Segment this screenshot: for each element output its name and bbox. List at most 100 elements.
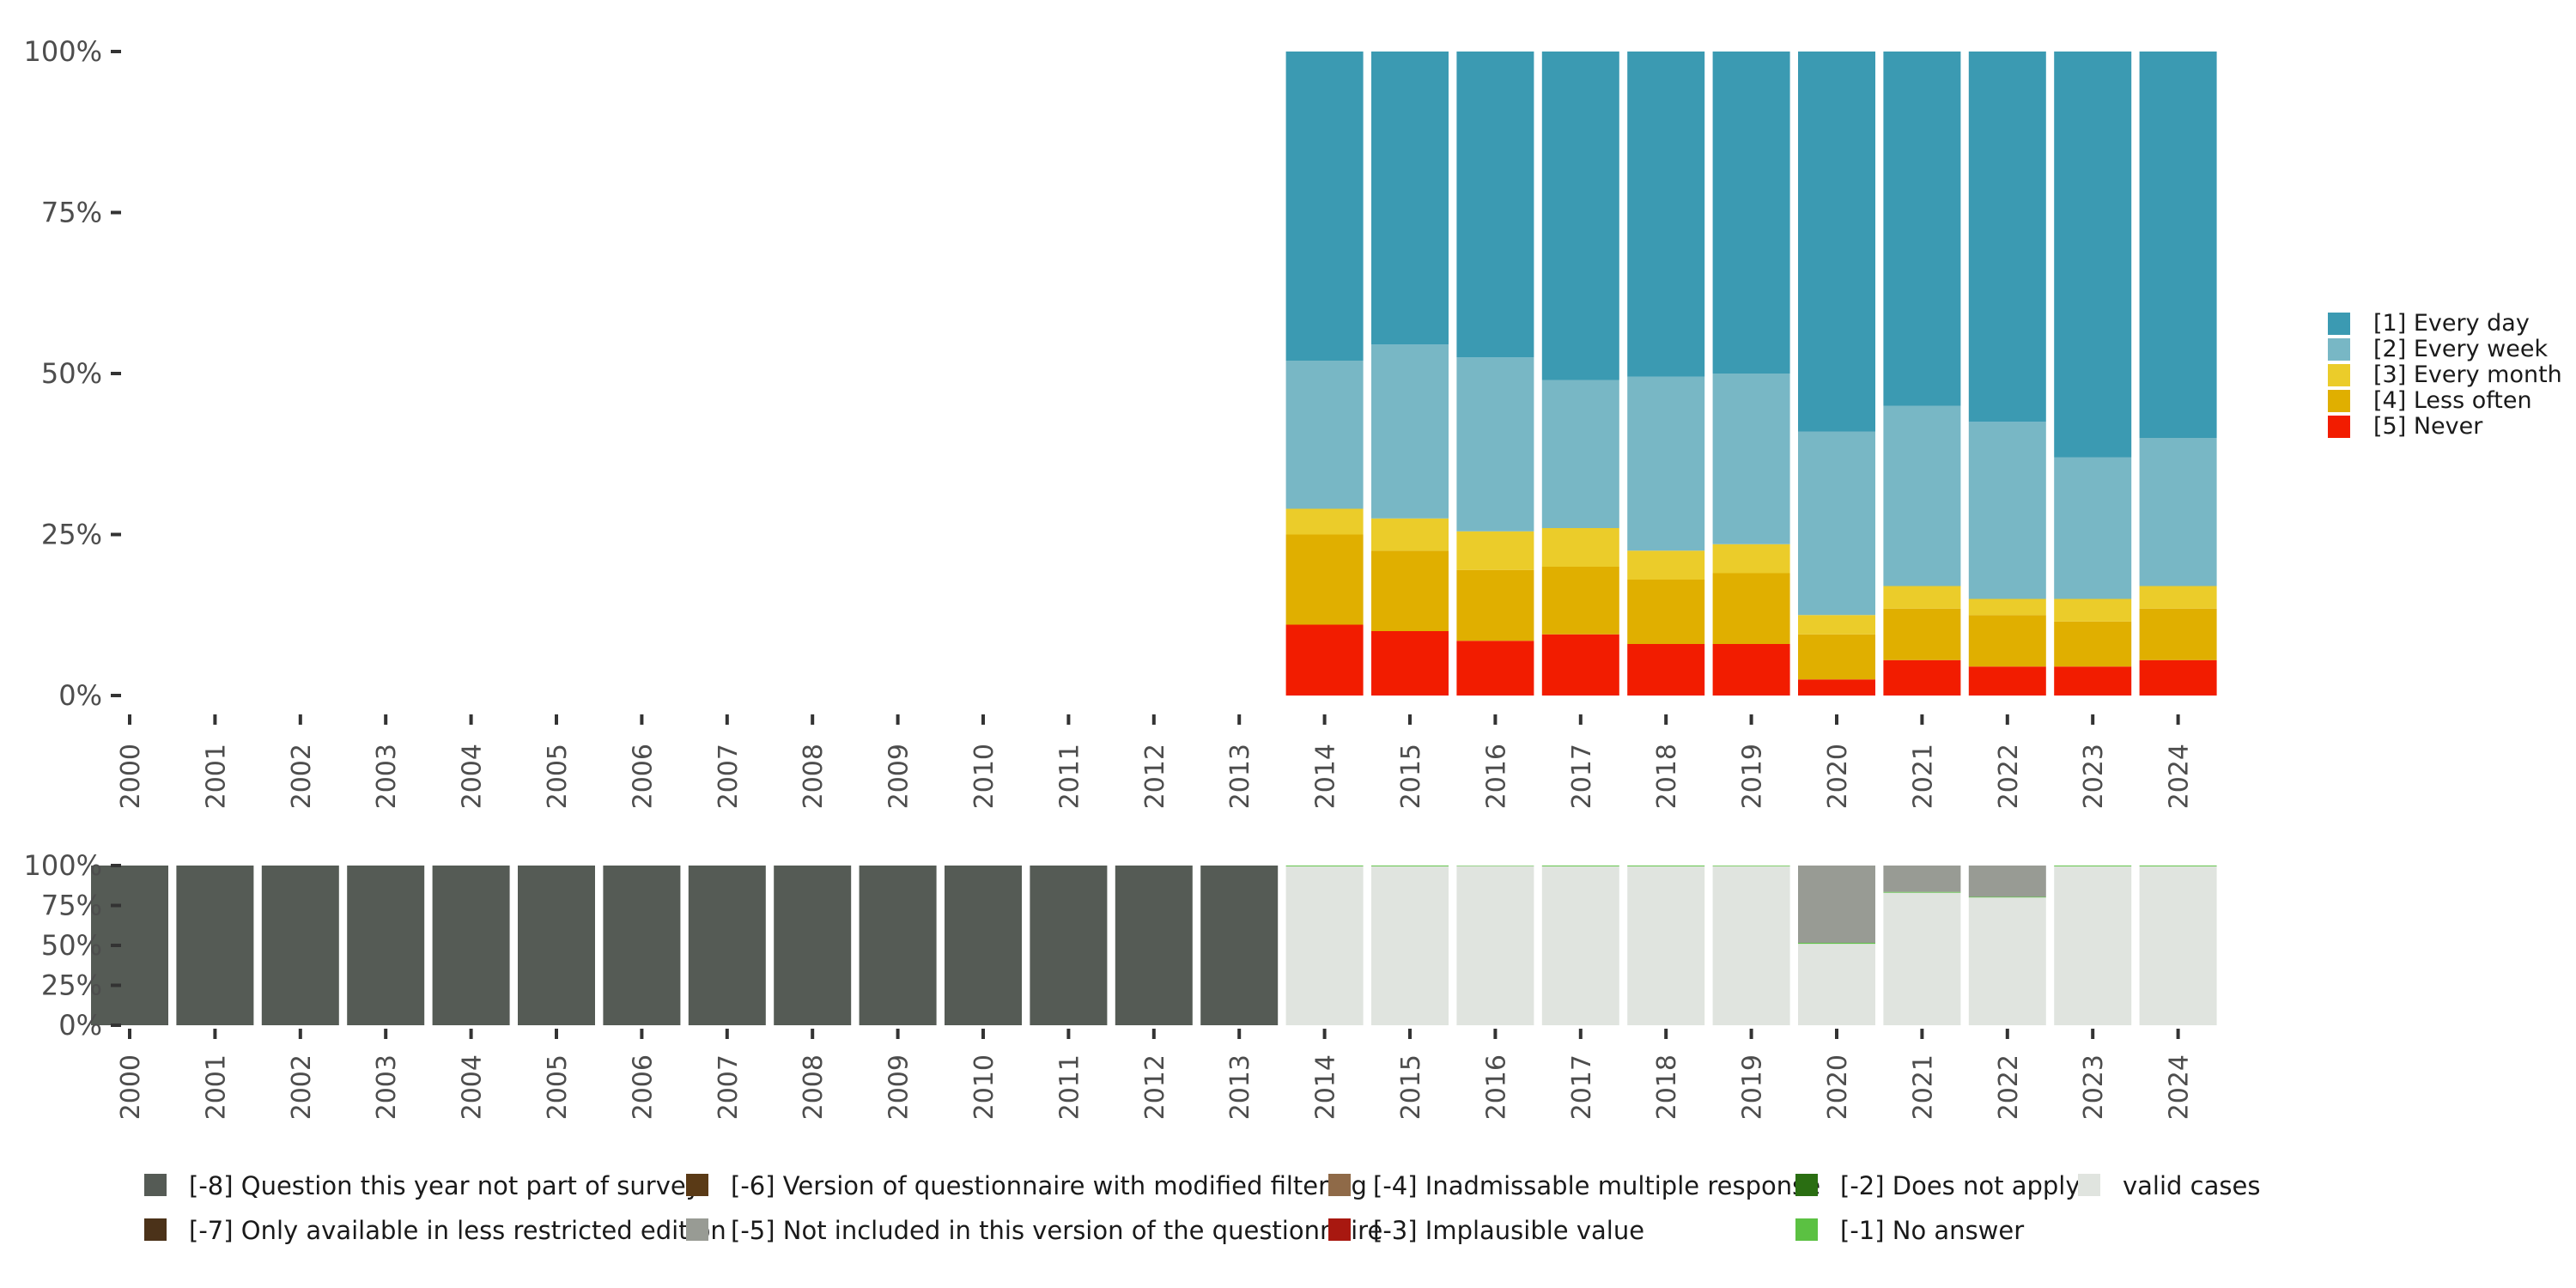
top-x-label-2012: 2012	[1140, 744, 1170, 809]
bottom-bar-2009-8-question-this-year-not-part-of-survey	[859, 866, 937, 1025]
top-bar-2024-1-every-day	[2139, 52, 2217, 438]
top-bar-2017-1-every-day	[1541, 52, 1619, 380]
bottom-legend-label-valid-cases: valid cases	[2123, 1171, 2260, 1200]
top-x-label-2016: 2016	[1481, 744, 1511, 809]
top-x-label-2023: 2023	[2079, 744, 2109, 809]
legend-right: [1] Every day[2] Every week[3] Every mon…	[2328, 310, 2562, 440]
bottom-x-label-2018: 2018	[1652, 1054, 1682, 1120]
bottom-x-label-2009: 2009	[884, 1054, 914, 1120]
top-x-label-2000: 2000	[116, 744, 146, 809]
top-bar-2023-5-never	[2054, 666, 2132, 696]
top-bar-2018-4-less-often	[1627, 580, 1705, 644]
bottom-legend-key-valid-cases	[2078, 1174, 2100, 1196]
bottom-y-label-50: 50%	[41, 929, 102, 962]
bottom-legend-key-2-does-not-apply	[1795, 1174, 1818, 1196]
bottom-x-label-2013: 2013	[1225, 1054, 1255, 1120]
top-x-label-2017: 2017	[1567, 744, 1597, 809]
bottom-y-label-75: 75%	[41, 890, 102, 922]
top-x-label-2018: 2018	[1652, 744, 1682, 809]
bottom-x-label-2006: 2006	[628, 1054, 658, 1120]
top-bar-2022-4-less-often	[1968, 615, 2046, 667]
legend-key-4-less-often	[2328, 390, 2350, 412]
bottom-bar-2002-8-question-this-year-not-part-of-survey	[261, 866, 339, 1025]
bottom-bar-2010-8-question-this-year-not-part-of-survey	[945, 866, 1022, 1025]
bottom-x-label-2010: 2010	[969, 1054, 999, 1120]
bottom-bar-2019-valid-cases	[1712, 866, 1790, 1025]
top-bar-2018-1-every-day	[1627, 52, 1705, 377]
bottom-x-label-2023: 2023	[2079, 1054, 2109, 1120]
top-bar-2022-3-every-month	[1968, 598, 2046, 616]
bottom-x-label-2017: 2017	[1567, 1054, 1597, 1120]
bottom-x-label-2004: 2004	[458, 1054, 488, 1120]
top-y-label-25: 25%	[41, 519, 102, 551]
bottom-x-label-2011: 2011	[1054, 1054, 1084, 1120]
bottom-chart: 0% 25% 50% 75% 100% 2000 2001 2002 2003 2004 2005…	[24, 849, 2217, 1120]
top-y-label-100: 100%	[24, 35, 102, 68]
bottom-x-label-2021: 2021	[1908, 1054, 1938, 1120]
legend-key-1-every-day	[2328, 313, 2350, 335]
bottom-bar-2023-valid-cases	[2054, 866, 2132, 1025]
top-bar-2018-3-every-month	[1627, 550, 1705, 580]
bottom-legend-label-2-does-not-apply: [-2] Does not apply	[1840, 1171, 2081, 1200]
top-x-label-2024: 2024	[2165, 744, 2195, 809]
bottom-y-label-25: 25%	[41, 969, 102, 1002]
top-bar-2019-2-every-week	[1712, 374, 1790, 544]
bottom-bar-2021-1-no-answer	[1883, 891, 1961, 893]
top-bar-2016-1-every-day	[1456, 52, 1534, 358]
top-bar-2014-4-less-often	[1285, 534, 1364, 625]
top-bar-2016-4-less-often	[1456, 569, 1534, 641]
bottom-bar-2020-1-no-answer	[1798, 943, 1875, 945]
top-bar-2020-3-every-month	[1798, 615, 1875, 635]
bottom-bar-2014-valid-cases	[1285, 866, 1364, 1025]
top-bar-2020-2-every-week	[1798, 431, 1875, 616]
bottom-legend-label-7-only-available-in-less-restricted-edition: [-7] Only available in less restricted e…	[189, 1216, 726, 1245]
bottom-y-label-0: 0%	[58, 1009, 102, 1042]
bottom-bar-2022-1-no-answer	[1968, 896, 2046, 898]
bottom-x-label-2012: 2012	[1140, 1054, 1170, 1120]
bottom-x-label-2024: 2024	[2165, 1054, 2195, 1120]
bottom-legend-key-1-no-answer	[1795, 1218, 1818, 1241]
bottom-x-label-2015: 2015	[1396, 1054, 1426, 1120]
bottom-bar-2004-8-question-this-year-not-part-of-survey	[432, 866, 510, 1025]
bottom-x-label-2002: 2002	[287, 1054, 317, 1120]
bottom-legend-key-6-version-of-questionnaire-with-modified-filtering	[686, 1174, 708, 1196]
top-x-label-2014: 2014	[1311, 744, 1341, 809]
bottom-x-label-2016: 2016	[1481, 1054, 1511, 1120]
top-x-label-2020: 2020	[1823, 744, 1853, 809]
bottom-y-label-100: 100%	[24, 849, 102, 882]
bottom-bar-2001-8-question-this-year-not-part-of-survey	[176, 866, 254, 1025]
top-bar-2017-5-never	[1541, 634, 1619, 696]
top-bar-2014-3-every-month	[1285, 508, 1364, 535]
top-bar-2021-3-every-month	[1883, 586, 1961, 609]
top-bar-2019-5-never	[1712, 644, 1790, 696]
top-bar-2023-4-less-often	[2054, 621, 2132, 667]
bottom-bar-2007-8-question-this-year-not-part-of-survey	[688, 866, 766, 1025]
bottom-bar-2022-5-not-included-in-this-version-of-the-questionnaire	[1968, 866, 2046, 897]
top-bar-2016-3-every-month	[1456, 531, 1534, 570]
top-x-label-2006: 2006	[628, 744, 658, 809]
bottom-legend-label-4-inadmissable-multiple-response: [-4] Inadmissable multiple response	[1373, 1171, 1820, 1200]
legend-label-1-every-day: [1] Every day	[2373, 310, 2530, 337]
bottom-y-axis: 0% 25% 50% 75% 100%	[24, 849, 121, 1042]
top-bar-2015-4-less-often	[1371, 550, 1449, 631]
bottom-bar-2021-valid-cases	[1883, 892, 1961, 1025]
top-bar-2024-2-every-week	[2139, 438, 2217, 586]
bottom-x-label-2007: 2007	[714, 1054, 744, 1120]
legend-label-2-every-week: [2] Every week	[2373, 336, 2548, 362]
bottom-x-label-2008: 2008	[799, 1054, 829, 1120]
top-bar-2015-3-every-month	[1371, 518, 1449, 551]
top-bar-2017-3-every-month	[1541, 528, 1619, 567]
bottom-bar-2020-valid-cases	[1798, 944, 1875, 1025]
top-x-label-2015: 2015	[1396, 744, 1426, 809]
legend-key-2-every-week	[2328, 338, 2350, 361]
top-y-label-75: 75%	[41, 197, 102, 229]
top-bar-2024-3-every-month	[2139, 586, 2217, 609]
top-bar-2014-5-never	[1285, 624, 1364, 696]
bottom-bar-2012-8-question-this-year-not-part-of-survey	[1115, 866, 1193, 1025]
bottom-x-label-2019: 2019	[1738, 1054, 1768, 1120]
top-bar-2024-5-never	[2139, 659, 2217, 696]
bottom-legend-key-8-question-this-year-not-part-of-survey	[144, 1174, 167, 1196]
top-bar-2015-5-never	[1371, 631, 1449, 696]
bottom-legend-key-4-inadmissable-multiple-response	[1328, 1174, 1351, 1196]
